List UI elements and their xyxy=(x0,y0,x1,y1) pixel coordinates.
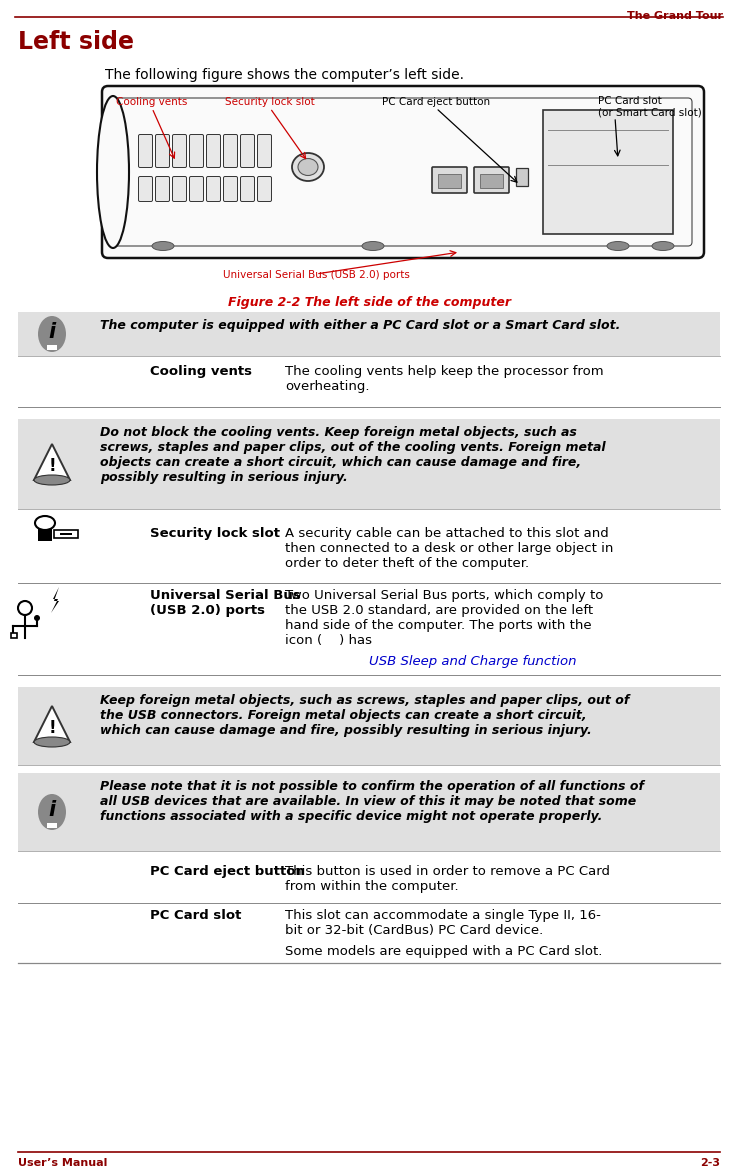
Text: The cooling vents help keep the processor from
overheating.: The cooling vents help keep the processo… xyxy=(285,364,604,393)
Text: Some models are equipped with a PC Card slot.: Some models are equipped with a PC Card … xyxy=(285,945,602,958)
Bar xyxy=(438,173,461,188)
Ellipse shape xyxy=(97,96,129,248)
Ellipse shape xyxy=(38,793,66,830)
Text: PC Card slot: PC Card slot xyxy=(150,909,241,922)
Text: The following figure shows the computer’s left side.: The following figure shows the computer’… xyxy=(105,68,464,82)
Text: Cooling vents: Cooling vents xyxy=(150,364,252,379)
Ellipse shape xyxy=(298,158,318,176)
Text: i: i xyxy=(49,322,55,342)
Bar xyxy=(47,823,57,827)
Circle shape xyxy=(34,615,40,621)
FancyBboxPatch shape xyxy=(190,177,204,202)
Text: This button is used in order to remove a PC Card
from within the computer.: This button is used in order to remove a… xyxy=(285,865,610,893)
Text: PC Card eject button: PC Card eject button xyxy=(150,865,305,878)
Ellipse shape xyxy=(34,475,70,485)
FancyBboxPatch shape xyxy=(432,166,467,193)
FancyBboxPatch shape xyxy=(190,135,204,168)
Text: Please note that it is not possible to confirm the operation of all functions of: Please note that it is not possible to c… xyxy=(100,781,644,823)
FancyBboxPatch shape xyxy=(173,177,187,202)
FancyBboxPatch shape xyxy=(207,135,221,168)
Polygon shape xyxy=(34,444,70,481)
Text: Figure 2-2 The left side of the computer: Figure 2-2 The left side of the computer xyxy=(227,297,511,309)
FancyBboxPatch shape xyxy=(102,86,704,258)
Ellipse shape xyxy=(38,316,66,352)
FancyBboxPatch shape xyxy=(139,135,153,168)
Text: The Grand Tour: The Grand Tour xyxy=(627,11,723,21)
Text: Security lock slot: Security lock slot xyxy=(150,527,280,540)
Text: i: i xyxy=(49,800,55,820)
FancyBboxPatch shape xyxy=(156,135,170,168)
Text: This slot can accommodate a single Type II, 16-
bit or 32-bit (CardBus) PC Card : This slot can accommodate a single Type … xyxy=(285,909,601,936)
Text: USB Sleep and Charge function: USB Sleep and Charge function xyxy=(369,655,576,668)
Bar xyxy=(480,173,503,188)
Polygon shape xyxy=(51,587,59,613)
Bar xyxy=(60,533,72,534)
Bar xyxy=(47,345,57,350)
Ellipse shape xyxy=(362,241,384,251)
Text: 2-3: 2-3 xyxy=(700,1158,720,1168)
Text: !: ! xyxy=(48,457,56,475)
Text: Left side: Left side xyxy=(18,30,134,54)
Text: Keep foreign metal objects, such as screws, staples and paper clips, out of
the : Keep foreign metal objects, such as scre… xyxy=(100,694,630,737)
Bar xyxy=(11,633,17,638)
FancyBboxPatch shape xyxy=(139,177,153,202)
Text: Universal Serial Bus
(USB 2.0) ports: Universal Serial Bus (USB 2.0) ports xyxy=(150,590,301,616)
Bar xyxy=(54,530,78,538)
Bar xyxy=(18,774,720,851)
FancyBboxPatch shape xyxy=(207,177,221,202)
FancyBboxPatch shape xyxy=(156,177,170,202)
Bar xyxy=(18,687,720,765)
Polygon shape xyxy=(34,706,70,742)
FancyBboxPatch shape xyxy=(173,135,187,168)
Text: User’s Manual: User’s Manual xyxy=(18,1158,107,1168)
FancyBboxPatch shape xyxy=(258,177,272,202)
Text: PC Card eject button: PC Card eject button xyxy=(382,97,490,107)
FancyBboxPatch shape xyxy=(224,177,238,202)
Bar xyxy=(38,529,52,541)
FancyBboxPatch shape xyxy=(224,135,238,168)
Bar xyxy=(543,110,673,234)
Text: .: . xyxy=(534,655,538,668)
Text: A security cable can be attached to this slot and
then connected to a desk or ot: A security cable can be attached to this… xyxy=(285,527,613,570)
Ellipse shape xyxy=(152,241,174,251)
Bar xyxy=(18,420,720,509)
Text: Cooling vents: Cooling vents xyxy=(117,97,187,107)
Bar xyxy=(516,168,528,186)
Text: Universal Serial Bus (USB 2.0) ports: Universal Serial Bus (USB 2.0) ports xyxy=(223,270,410,280)
Ellipse shape xyxy=(292,154,324,180)
Ellipse shape xyxy=(652,241,674,251)
FancyBboxPatch shape xyxy=(258,135,272,168)
Text: Two Universal Serial Bus ports, which comply to
the USB 2.0 standard, are provid: Two Universal Serial Bus ports, which co… xyxy=(285,590,604,647)
Text: Do not block the cooling vents. Keep foreign metal objects, such as
screws, stap: Do not block the cooling vents. Keep for… xyxy=(100,425,606,484)
FancyBboxPatch shape xyxy=(241,177,255,202)
Text: Security lock slot: Security lock slot xyxy=(225,97,315,107)
Ellipse shape xyxy=(34,737,70,747)
Text: !: ! xyxy=(48,718,56,737)
Bar xyxy=(18,312,720,356)
Text: The computer is equipped with either a PC Card slot or a Smart Card slot.: The computer is equipped with either a P… xyxy=(100,319,621,332)
FancyBboxPatch shape xyxy=(241,135,255,168)
FancyBboxPatch shape xyxy=(474,166,509,193)
Ellipse shape xyxy=(607,241,629,251)
Text: PC Card slot
(or Smart Card slot): PC Card slot (or Smart Card slot) xyxy=(598,96,702,117)
